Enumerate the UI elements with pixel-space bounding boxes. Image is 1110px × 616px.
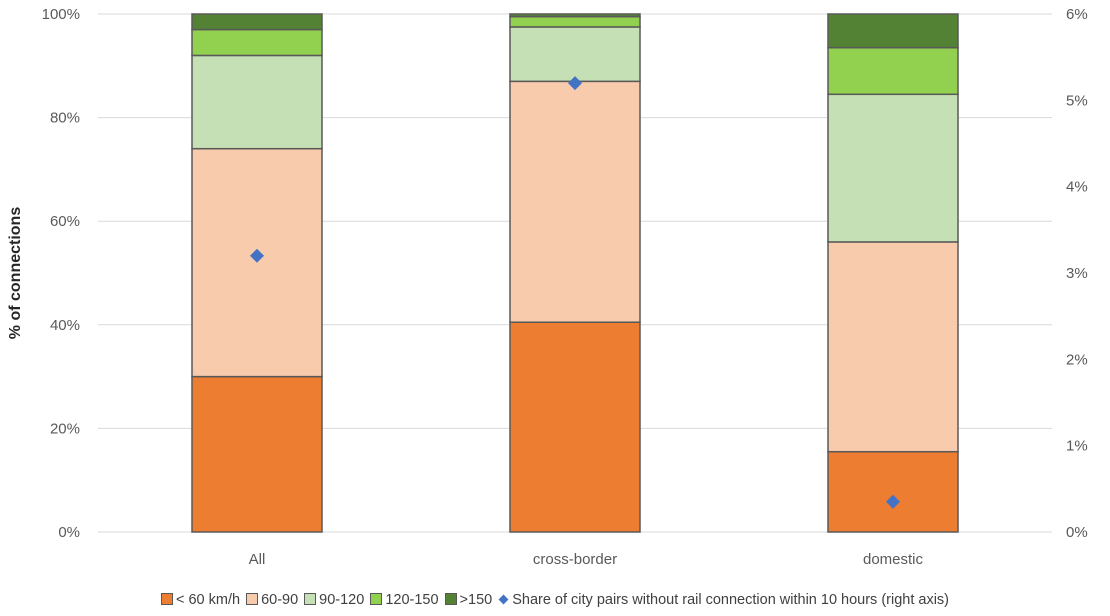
y2-tick-label: 1% — [1066, 438, 1088, 455]
bar-segment — [191, 147, 323, 378]
legend-label: >150 — [459, 592, 493, 608]
x-tick-label: domestic — [863, 551, 924, 568]
legend-item: 120-150 — [370, 592, 439, 608]
y2-tick-label: 4% — [1066, 179, 1088, 196]
y2-tick-label: 6% — [1066, 6, 1088, 23]
legend-label: 120-150 — [385, 592, 439, 608]
bar-segment — [509, 13, 641, 18]
y-tick-label: 20% — [50, 420, 80, 437]
left-axis-ticks: 0% 20% 40% 60% 80% 100% — [42, 6, 80, 541]
x-tick-label: cross-border — [533, 551, 617, 568]
legend-label: Share of city pairs without rail connect… — [512, 592, 950, 608]
legend: < 60 km/h 60-90 90-120 120-150 >150 Share of … — [0, 592, 1110, 608]
secondary-markers — [250, 76, 900, 509]
secondary-point — [568, 76, 582, 91]
bars — [191, 13, 959, 533]
legend-item: >150 — [444, 592, 493, 608]
x-tick-label: All — [249, 551, 266, 568]
legend-label: 60-90 — [261, 592, 299, 608]
y-axis-label: % of connections — [7, 207, 24, 340]
legend-swatch — [370, 593, 383, 605]
right-axis-ticks: 0% 1% 2% 3% 4% 5% 6% — [1066, 6, 1088, 541]
legend-item: Share of city pairs without rail connect… — [498, 592, 949, 608]
y2-tick-label: 2% — [1066, 351, 1088, 368]
bar-segment — [509, 80, 641, 323]
bar-segment — [191, 375, 323, 533]
y-tick-label: 0% — [58, 524, 80, 541]
legend-swatch — [246, 593, 259, 605]
bar-segment — [827, 93, 959, 243]
legend-item: 60-90 — [246, 592, 298, 608]
legend-item: < 60 km/h — [160, 592, 241, 608]
bar-segment — [191, 28, 323, 57]
secondary-point — [886, 494, 900, 509]
bar-segment — [827, 13, 959, 49]
bar-segment — [191, 13, 323, 31]
legend-label: 90-120 — [319, 592, 365, 608]
bar-segment — [827, 450, 959, 533]
bar-segment — [509, 321, 641, 533]
legend-diamond-marker — [498, 594, 509, 605]
y2-tick-label: 5% — [1066, 92, 1088, 109]
bar-segment — [827, 241, 959, 453]
legend-swatch — [304, 593, 317, 605]
y-tick-label: 60% — [50, 213, 80, 230]
secondary-point — [250, 248, 264, 263]
y-tick-label: 80% — [50, 110, 80, 127]
legend-swatch — [160, 593, 173, 605]
y2-tick-label: 0% — [1066, 524, 1088, 541]
y-tick-label: 40% — [50, 317, 80, 334]
legend-swatch — [444, 593, 457, 605]
legend-item: 90-120 — [304, 592, 364, 608]
bar-segment — [509, 26, 641, 83]
legend-label: < 60 km/h — [175, 592, 241, 608]
y-tick-label: 100% — [42, 6, 80, 23]
category-axis-ticks: All cross-border domestic — [249, 551, 924, 568]
y2-tick-label: 3% — [1066, 265, 1088, 282]
stacked-bar-chart: 0% 20% 40% 60% 80% 100% 0% 1% 2% 3% 4% 5% 6% All cro… — [7, 6, 1088, 568]
bar-segment — [827, 46, 959, 96]
bar-segment — [191, 54, 323, 150]
bar-segment — [509, 15, 641, 28]
